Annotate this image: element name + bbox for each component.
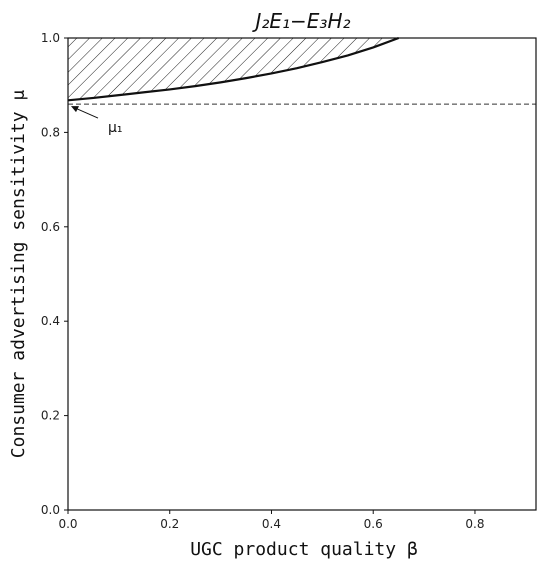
annotation-arrow-head xyxy=(71,106,79,113)
x-axis-ticks: 0.0 0.2 0.4 0.6 0.8 xyxy=(58,510,485,531)
y-axis-ticks: 0.0 0.2 0.4 0.6 0.8 1.0 xyxy=(41,31,68,517)
y-tick-label: 0.8 xyxy=(41,125,60,139)
boundary-curve xyxy=(67,36,400,102)
x-tick-label: 0.4 xyxy=(262,517,281,531)
x-tick-label: 0.8 xyxy=(465,517,484,531)
plot-frame xyxy=(67,37,537,511)
shaded-region xyxy=(68,38,399,101)
y-tick-label: 0.6 xyxy=(41,220,60,234)
y-tick-label: 0.2 xyxy=(41,409,60,423)
y-tick-label: 0.0 xyxy=(41,503,60,517)
x-tick-label: 0.0 xyxy=(58,517,77,531)
x-axis-label: UGC product quality β xyxy=(190,539,418,560)
x-tick-label: 0.6 xyxy=(364,517,383,531)
annotation-label: μ₁ xyxy=(108,120,123,136)
plot-area: μ₁ xyxy=(67,36,537,511)
y-tick-label: 0.4 xyxy=(41,314,60,328)
y-tick-label: 1.0 xyxy=(41,31,60,45)
y-axis-label: Consumer advertising sensitivity μ xyxy=(8,90,29,459)
x-tick-label: 0.2 xyxy=(160,517,179,531)
chart-title: J₂E₁−E₃H₂ xyxy=(251,9,350,33)
